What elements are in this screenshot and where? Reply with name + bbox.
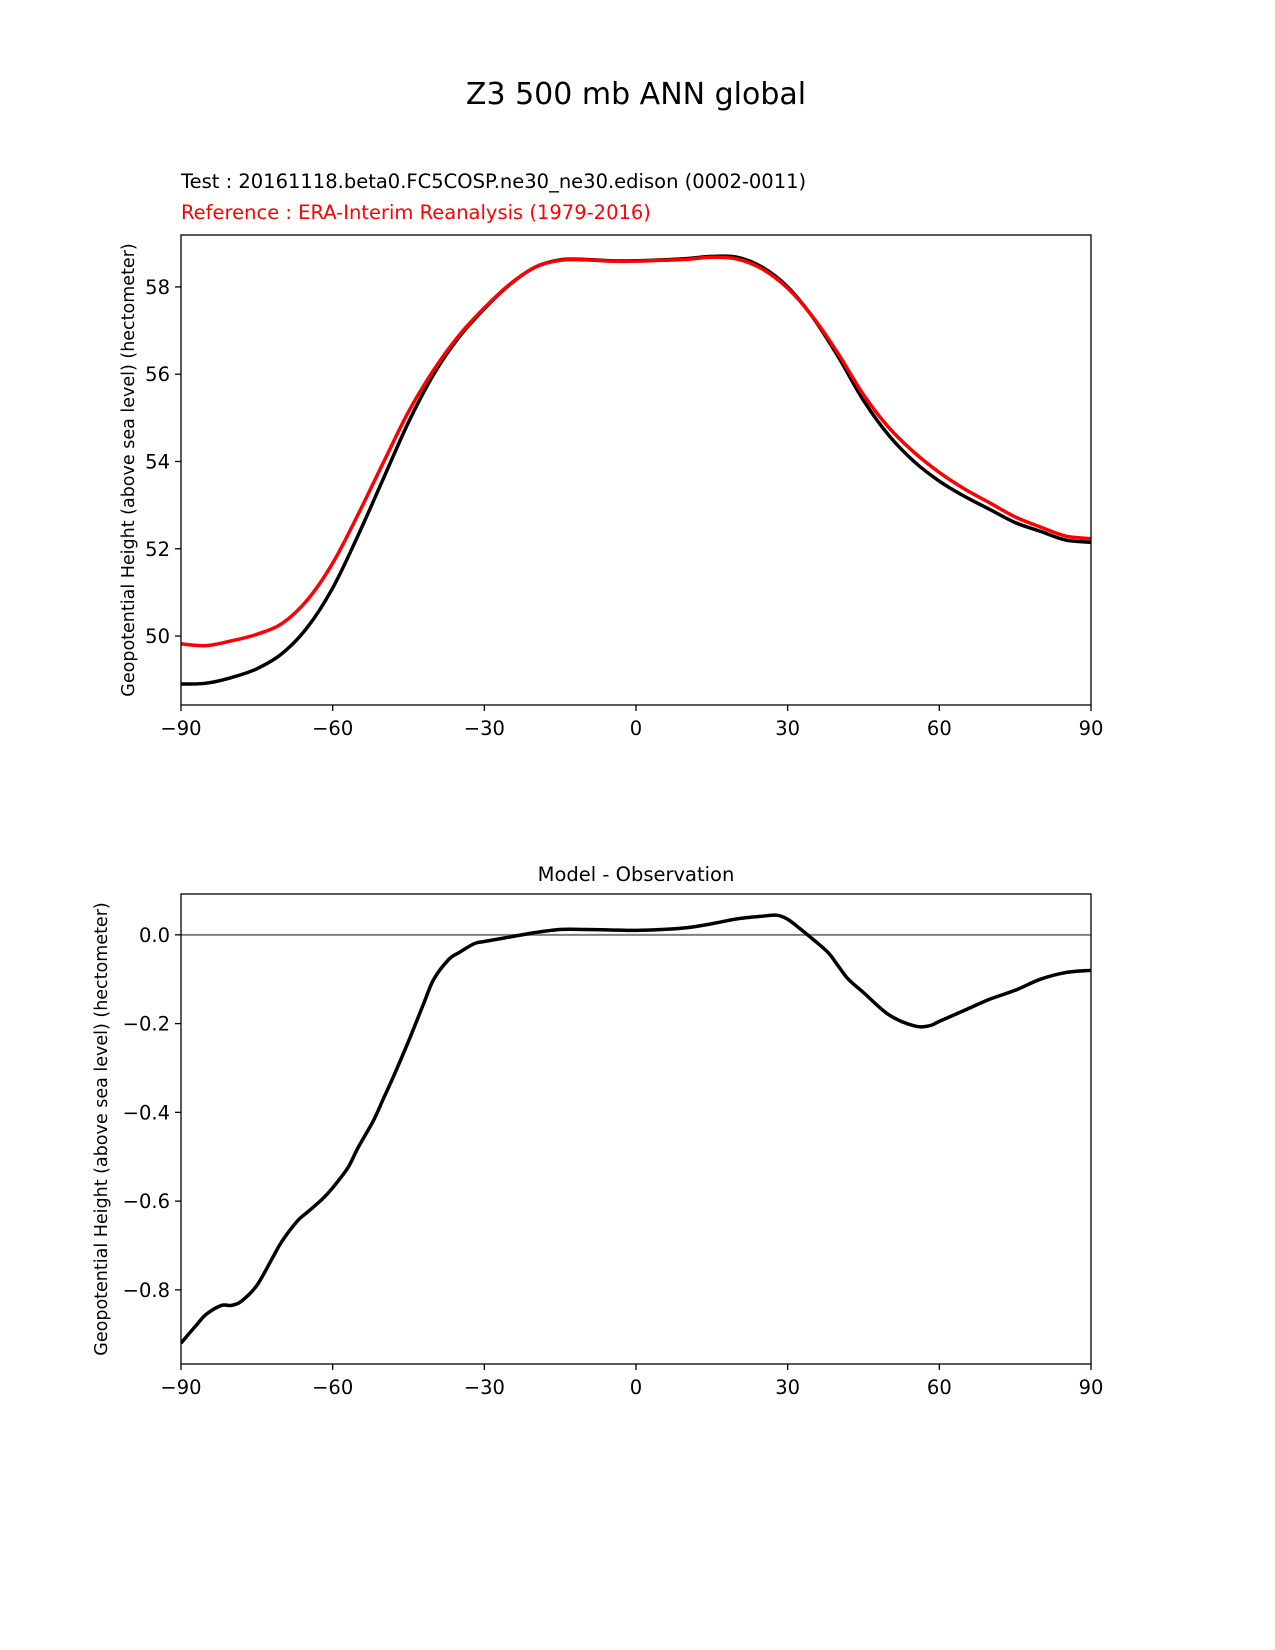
top-plot: −90 −60 −30 0 30 60 90 50 52 54 56 58 xyxy=(145,234,1104,740)
y-tick-label: 50 xyxy=(145,625,170,648)
series-line-test xyxy=(181,254,1091,686)
y-tick-label: −0.6 xyxy=(123,1190,170,1213)
x-tick-label: 60 xyxy=(927,1376,952,1399)
bottom-y-axis-label: Geopotential Height (above sea level) (h… xyxy=(92,902,112,1355)
x-tick-label: 90 xyxy=(1079,717,1104,740)
x-tick-label: −60 xyxy=(312,1376,353,1399)
x-tick-label: −30 xyxy=(464,717,505,740)
x-tick-label: 0 xyxy=(630,717,642,740)
x-tick-label: −60 xyxy=(312,717,353,740)
y-tick-label: −0.4 xyxy=(123,1101,170,1124)
x-tick-label: −30 xyxy=(464,1376,505,1399)
reference-title: Reference : ERA-Interim Reanalysis (1979… xyxy=(181,201,651,224)
x-tick-label: 0 xyxy=(630,1376,642,1399)
series-line-model-observation xyxy=(181,913,1091,1345)
y-tick-label: 56 xyxy=(145,363,170,386)
x-tick-label: 30 xyxy=(775,717,800,740)
bottom-title: Model - Observation xyxy=(538,863,735,886)
x-tick-label: −90 xyxy=(160,1376,201,1399)
y-tick-label: −0.8 xyxy=(123,1279,170,1302)
axes-frame xyxy=(180,234,1092,706)
x-tick-label: −90 xyxy=(160,717,201,740)
x-tick-label: 90 xyxy=(1079,1376,1104,1399)
bottom-plot: −90 −60 −30 0 30 60 90 0.0 −0.2 −0.4 −0.6 −0.8 xyxy=(123,893,1104,1399)
x-tick-label: 60 xyxy=(927,717,952,740)
y-tick-label: −0.2 xyxy=(123,1013,170,1036)
axes-frame xyxy=(180,893,1092,1365)
test-title: Test : 20161118.beta0.FC5COSP.ne30_ne30.… xyxy=(180,170,806,193)
x-tick-label: 30 xyxy=(775,1376,800,1399)
top-y-axis-label: Geopotential Height (above sea level) (h… xyxy=(119,243,139,696)
series-line-reference xyxy=(181,255,1091,648)
y-tick-label: 0.0 xyxy=(139,924,170,947)
figure-title: Z3 500 mb ANN global xyxy=(466,77,806,112)
y-tick-label: 52 xyxy=(145,538,170,561)
y-tick-label: 58 xyxy=(145,276,170,299)
y-tick-label: 54 xyxy=(145,450,170,473)
